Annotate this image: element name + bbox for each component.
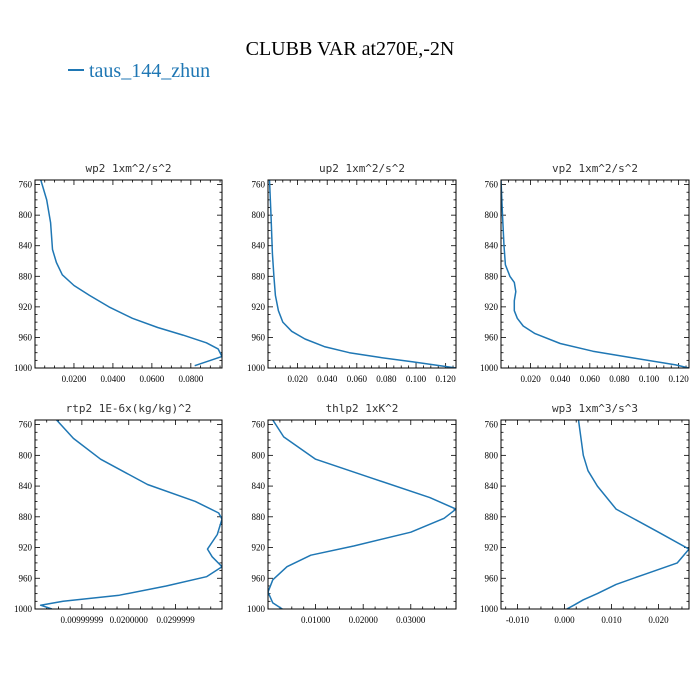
x-tick-label: 0.00999999 bbox=[60, 615, 103, 625]
y-tick-label: 920 bbox=[485, 543, 499, 553]
y-tick-label: 880 bbox=[485, 271, 499, 281]
x-tick-label: -0.010 bbox=[506, 615, 530, 625]
x-tick-label: 0.080 bbox=[609, 374, 630, 384]
y-tick-label: 880 bbox=[485, 512, 499, 522]
y-tick-label: 920 bbox=[19, 543, 33, 553]
figure-title: CLUBB VAR at270E,-2N bbox=[246, 38, 455, 60]
y-tick-label: 880 bbox=[19, 271, 33, 281]
x-tick-label: 0.0299999 bbox=[156, 615, 195, 625]
subplot-title: wp2 1xm^2/s^2 bbox=[85, 162, 171, 175]
y-tick-label: 960 bbox=[252, 332, 266, 342]
x-tick-label: 0.120 bbox=[669, 374, 690, 384]
y-tick-label: 840 bbox=[19, 481, 33, 491]
legend-label: taus_144_zhun bbox=[89, 60, 210, 82]
x-tick-label: 0.060 bbox=[347, 374, 368, 384]
plot-frame bbox=[34, 419, 223, 610]
y-tick-label: 1000 bbox=[14, 363, 33, 373]
y-tick-label: 760 bbox=[485, 180, 499, 190]
x-tick-label: 0.060 bbox=[580, 374, 601, 384]
y-tick-label: 840 bbox=[252, 241, 266, 251]
x-tick-label: 0.080 bbox=[376, 374, 397, 384]
plot-frame bbox=[500, 419, 690, 610]
subplot-4: rtp2 1E-6x(kg/kg)^2 760 800 840 880 920 960 100… bbox=[14, 402, 223, 625]
x-tick-label: 0.100 bbox=[406, 374, 427, 384]
subplot-1: wp2 1xm^2/s^2 760 800 840 880 920 960 1000 0.020… bbox=[14, 162, 223, 384]
y-tick-label: 840 bbox=[485, 481, 499, 491]
series-line bbox=[566, 420, 689, 609]
y-tick-label: 800 bbox=[485, 210, 499, 220]
subplot-2: up2 1xm^2/s^2 760 800 840 880 920 960 1000 0.020… bbox=[247, 162, 457, 384]
y-tick-label: 800 bbox=[252, 210, 266, 220]
subplot-3: vp2 1xm^2/s^2 760 800 840 880 920 960 1000 0.020… bbox=[480, 162, 690, 384]
y-tick-label: 800 bbox=[485, 450, 499, 460]
subplot-title: rtp2 1E-6x(kg/kg)^2 bbox=[66, 402, 192, 415]
series-line bbox=[268, 420, 456, 609]
y-tick-label: 1000 bbox=[14, 604, 33, 614]
subplot-grid: wp2 1xm^2/s^2 760 800 840 880 920 960 1000 0.020… bbox=[14, 162, 690, 625]
x-tick-label: 0.040 bbox=[317, 374, 338, 384]
y-tick-label: 880 bbox=[19, 512, 33, 522]
y-tick-label: 760 bbox=[19, 420, 33, 430]
x-tick-label: 0.000 bbox=[554, 615, 575, 625]
series-line bbox=[39, 420, 222, 609]
y-tick-label: 960 bbox=[485, 332, 499, 342]
y-tick-label: 960 bbox=[485, 573, 499, 583]
y-tick-label: 1000 bbox=[247, 363, 266, 373]
y-tick-label: 800 bbox=[252, 450, 266, 460]
series-line bbox=[268, 180, 456, 368]
x-tick-label: 0.010 bbox=[601, 615, 622, 625]
y-tick-label: 840 bbox=[485, 241, 499, 251]
x-tick-label: 0.01000 bbox=[301, 615, 331, 625]
x-tick-label: 0.0400 bbox=[101, 374, 126, 384]
y-tick-label: 1000 bbox=[247, 604, 266, 614]
x-tick-label: 0.100 bbox=[639, 374, 660, 384]
y-tick-label: 760 bbox=[19, 180, 33, 190]
y-tick-label: 920 bbox=[252, 543, 266, 553]
subplot-title: up2 1xm^2/s^2 bbox=[319, 162, 405, 175]
x-tick-label: 0.0600 bbox=[140, 374, 165, 384]
subplot-title: vp2 1xm^2/s^2 bbox=[552, 162, 638, 175]
subplot-title: thlp2 1xK^2 bbox=[326, 402, 399, 415]
y-tick-label: 920 bbox=[19, 302, 33, 312]
x-tick-label: 0.0200 bbox=[62, 374, 87, 384]
y-tick-label: 840 bbox=[252, 481, 266, 491]
x-tick-label: 0.120 bbox=[436, 374, 457, 384]
y-tick-label: 1000 bbox=[480, 363, 499, 373]
plot-frame bbox=[267, 179, 457, 369]
series-line bbox=[40, 180, 222, 367]
y-tick-label: 800 bbox=[19, 210, 33, 220]
y-tick-label: 920 bbox=[252, 302, 266, 312]
y-tick-label: 920 bbox=[485, 302, 499, 312]
x-tick-label: 0.02000 bbox=[349, 615, 379, 625]
x-tick-label: 0.0800 bbox=[178, 374, 203, 384]
plot-frame bbox=[267, 419, 457, 610]
y-tick-label: 880 bbox=[252, 512, 266, 522]
subplot-5: thlp2 1xK^2 760 800 840 880 920 960 1000 0.01000… bbox=[247, 402, 457, 625]
x-tick-label: 0.020 bbox=[648, 615, 669, 625]
y-tick-label: 960 bbox=[19, 573, 33, 583]
y-tick-label: 760 bbox=[252, 180, 266, 190]
y-tick-label: 960 bbox=[19, 332, 33, 342]
y-tick-label: 760 bbox=[252, 420, 266, 430]
legend: taus_144_zhun bbox=[68, 60, 210, 82]
x-tick-label: 0.020 bbox=[287, 374, 308, 384]
subplot-6: wp3 1xm^3/s^3 760 800 840 880 920 960 1000 -0.01… bbox=[480, 402, 690, 625]
y-tick-label: 960 bbox=[252, 573, 266, 583]
x-tick-label: 0.0200000 bbox=[110, 615, 149, 625]
series-line bbox=[501, 180, 689, 368]
x-tick-label: 0.03000 bbox=[396, 615, 426, 625]
plot-frame bbox=[500, 179, 690, 369]
y-tick-label: 880 bbox=[252, 271, 266, 281]
x-tick-label: 0.020 bbox=[520, 374, 541, 384]
x-tick-label: 0.040 bbox=[550, 374, 571, 384]
y-tick-label: 760 bbox=[485, 420, 499, 430]
y-tick-label: 840 bbox=[19, 241, 33, 251]
subplot-title: wp3 1xm^3/s^3 bbox=[552, 402, 638, 415]
plot-frame bbox=[34, 179, 223, 369]
y-tick-label: 1000 bbox=[480, 604, 499, 614]
y-tick-label: 800 bbox=[19, 450, 33, 460]
